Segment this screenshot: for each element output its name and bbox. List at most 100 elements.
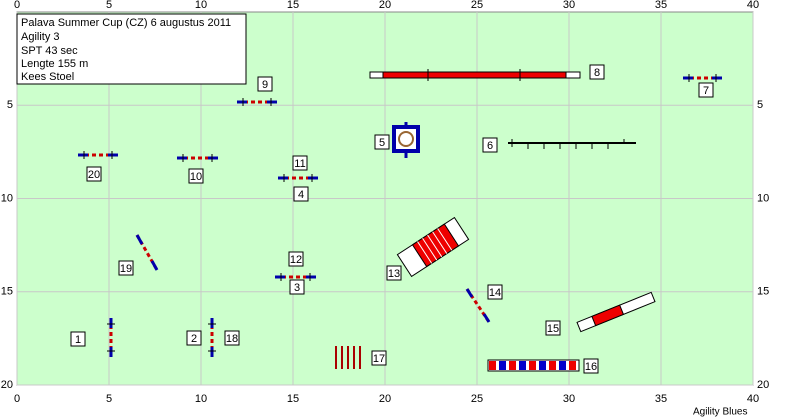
label-box: [293, 186, 309, 202]
obstacle-label: 12: [288, 251, 304, 267]
obstacle-label: 1: [70, 331, 86, 347]
label-text: 6: [487, 140, 493, 152]
jump: [107, 318, 115, 357]
label-text: 2: [191, 333, 197, 345]
y-tick-label: 15: [757, 286, 769, 298]
label-box: [386, 265, 402, 281]
x-tick-label: 35: [655, 0, 667, 11]
jump: [208, 318, 216, 357]
obstacle-label: 6: [482, 137, 498, 153]
dog-walk: [369, 69, 581, 81]
label-text: 1: [75, 334, 81, 346]
x-tick-label: 20: [379, 393, 391, 405]
label-text: 5: [379, 137, 385, 149]
y-tick-label: 20: [757, 379, 769, 391]
teeter: [508, 139, 636, 149]
label-text: 3: [294, 282, 300, 294]
obstacles: [78, 69, 722, 372]
label-box: [257, 76, 273, 92]
label-text: 7: [703, 85, 709, 97]
label-text: 8: [594, 67, 600, 79]
obstacle-label: 3: [289, 279, 305, 295]
obstacle-label: 13: [386, 265, 402, 281]
info-line: Kees Stoel: [21, 71, 74, 83]
obstacle-label: 2: [186, 330, 202, 346]
label-text: 11: [294, 158, 305, 170]
info-box: [16, 13, 247, 85]
obstacle-label: 17: [371, 350, 387, 366]
x-tick-label: 30: [563, 0, 575, 11]
label-text: 19: [120, 263, 132, 275]
label-text: 16: [585, 361, 597, 373]
weave-poles: [487, 359, 580, 372]
obstacle-label: 10: [188, 168, 204, 184]
y-tick-label: 10: [1, 192, 13, 204]
x-tick-label: 40: [747, 0, 759, 11]
label-text: 9: [262, 79, 268, 91]
tunnel: [396, 216, 470, 278]
obstacle-label: 15: [545, 320, 561, 336]
y-tick-label: 5: [7, 99, 13, 111]
x-tick-label: 0: [14, 0, 20, 11]
x-tick-label: 10: [195, 0, 207, 11]
obstacle-label: 14: [487, 284, 503, 300]
label-box: [188, 168, 204, 184]
label-box: [371, 350, 387, 366]
obstacle-label: 18: [224, 330, 240, 346]
x-tick-label: 5: [106, 0, 112, 11]
info-line: SPT 43 sec: [21, 45, 78, 57]
x-tick-label: 15: [287, 393, 299, 405]
jump: [177, 154, 218, 162]
label-text: 4: [298, 189, 304, 201]
obstacle-label: 20: [86, 166, 102, 182]
obstacle-label: 16: [583, 358, 599, 374]
x-tick-label: 20: [379, 0, 391, 11]
label-box: [288, 251, 304, 267]
label-box: [545, 320, 561, 336]
obstacle-label: 4: [293, 186, 309, 202]
jump: [78, 151, 118, 159]
label-box: [289, 279, 305, 295]
obstacle-label: 11: [292, 155, 308, 171]
label-text: 13: [388, 268, 400, 280]
label-text: 17: [373, 353, 385, 365]
y-tick-label: 10: [757, 192, 769, 204]
jump: [683, 74, 722, 82]
wall: [335, 346, 361, 369]
label-text: 20: [88, 169, 100, 181]
info-line: Palava Summer Cup (CZ) 6 augustus 2011: [21, 17, 231, 29]
x-tick-label: 40: [747, 393, 759, 405]
label-box: [589, 64, 605, 80]
jump: [237, 98, 277, 106]
label-box: [583, 358, 599, 374]
label-text: 18: [226, 333, 238, 345]
jump: [278, 174, 318, 182]
info-line: Agility 3: [21, 31, 60, 43]
label-box: [487, 284, 503, 300]
obstacle-label: 7: [698, 82, 714, 98]
x-tick-label: 0: [14, 393, 20, 405]
label-box: [186, 330, 202, 346]
label-box: [224, 330, 240, 346]
x-tick-label: 5: [106, 393, 112, 405]
label-box: [374, 134, 390, 150]
tunnel: [576, 291, 656, 333]
x-tick-label: 35: [655, 393, 667, 405]
obstacle-label: 5: [374, 134, 390, 150]
label-text: 15: [547, 323, 559, 335]
label-box: [698, 82, 714, 98]
footer: Agility Blues: [693, 407, 747, 418]
label-box: [118, 260, 134, 276]
jump: [135, 234, 159, 271]
table: [392, 122, 420, 158]
jump: [465, 288, 491, 323]
jump: [275, 273, 316, 281]
label-box: [482, 137, 498, 153]
obstacle-label: 9: [257, 76, 273, 92]
label-box: [86, 166, 102, 182]
y-tick-label: 5: [757, 99, 763, 111]
x-tick-label: 15: [287, 0, 299, 11]
obstacle-label: 19: [118, 260, 134, 276]
info-line: Lengte 155 m: [21, 58, 88, 70]
